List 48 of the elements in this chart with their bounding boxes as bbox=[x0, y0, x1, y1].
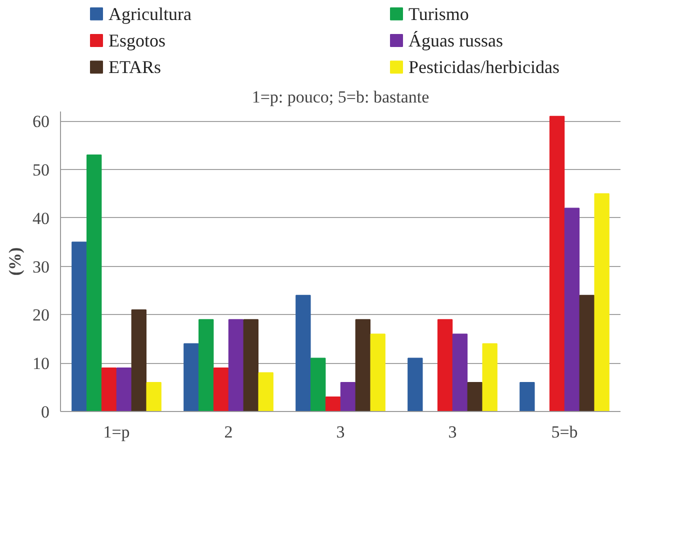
legend-label: Turismo bbox=[408, 4, 469, 24]
y-tick-label: 40 bbox=[32, 208, 50, 228]
y-tick-label: 30 bbox=[32, 257, 50, 276]
y-tick-label: 10 bbox=[32, 354, 50, 374]
bar bbox=[467, 382, 482, 412]
bar bbox=[579, 294, 594, 412]
chart-title: 1=p: pouco; 5=b: bastante bbox=[252, 88, 430, 106]
y-axis-title: (%) bbox=[6, 247, 24, 276]
bar bbox=[325, 396, 341, 412]
x-tick-label: 2 bbox=[224, 422, 233, 442]
bar bbox=[243, 319, 258, 412]
x-tick-label: 3 bbox=[448, 422, 457, 442]
legend-label: Esgotos bbox=[108, 30, 166, 50]
bar bbox=[296, 294, 311, 412]
bar bbox=[310, 358, 326, 412]
bar bbox=[370, 334, 386, 412]
bar bbox=[564, 208, 580, 412]
bar bbox=[408, 358, 423, 412]
legend-label: Águas russas bbox=[408, 30, 503, 50]
y-tick-label: 0 bbox=[41, 402, 50, 422]
legend-label: Pesticidas/herbicidas bbox=[408, 57, 560, 78]
bar bbox=[131, 309, 146, 412]
bar bbox=[184, 343, 199, 412]
y-tick-label: 20 bbox=[32, 306, 50, 325]
bar bbox=[549, 116, 565, 412]
bar bbox=[340, 382, 356, 412]
bar bbox=[116, 367, 132, 412]
y-tick-label: 60 bbox=[32, 112, 50, 132]
bar bbox=[452, 334, 468, 412]
bar bbox=[198, 319, 214, 412]
bar bbox=[594, 193, 610, 412]
bar bbox=[437, 319, 453, 412]
x-tick-label: 3 bbox=[336, 422, 345, 442]
x-tick-label: 5=b bbox=[551, 422, 578, 442]
bar bbox=[213, 367, 229, 412]
bar bbox=[146, 382, 162, 412]
bar bbox=[86, 154, 102, 412]
x-tick-label: 1=p bbox=[103, 422, 130, 442]
legend-label: Agricultura bbox=[108, 4, 192, 24]
bar bbox=[72, 242, 87, 412]
bar bbox=[258, 372, 274, 412]
bar bbox=[482, 343, 498, 412]
bar bbox=[101, 367, 117, 412]
bar bbox=[520, 382, 535, 412]
legend-label: ETARs bbox=[108, 57, 162, 78]
bar bbox=[228, 319, 244, 412]
y-tick-label: 50 bbox=[32, 160, 50, 180]
bar bbox=[355, 319, 370, 412]
